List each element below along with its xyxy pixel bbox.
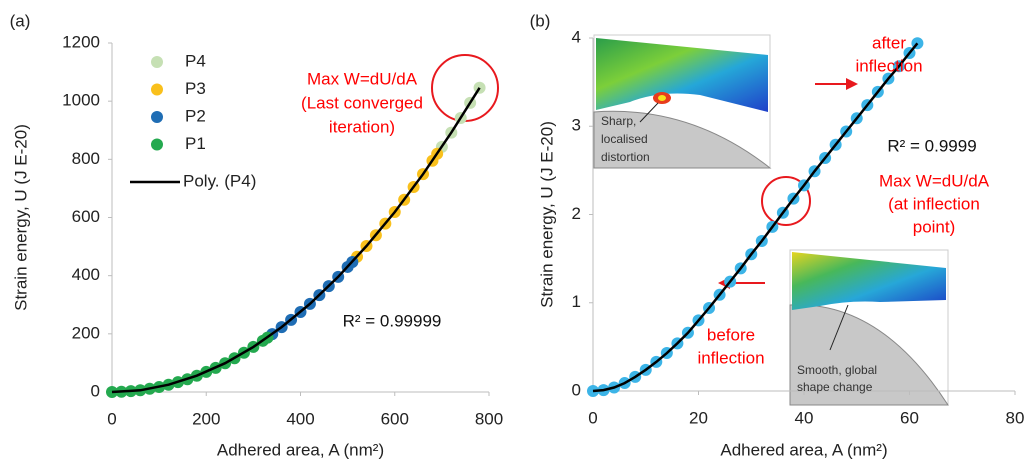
y-axis-title: Strain energy, U (J E-20)	[11, 124, 30, 311]
y-tick-label: 0	[91, 381, 100, 400]
y-tick-label: 3	[572, 116, 581, 135]
annotation: (at inflection	[888, 194, 980, 213]
legend-marker	[151, 111, 163, 123]
fit-line	[111, 87, 481, 394]
arrow-after	[815, 78, 858, 90]
legend-label: P2	[185, 106, 206, 125]
annotation: (Last converged	[301, 93, 423, 112]
annotation: before	[707, 325, 755, 344]
x-tick-label: 20	[689, 408, 708, 427]
annotation: iteration)	[329, 117, 395, 136]
legend-label: P1	[185, 134, 206, 153]
annotation: Sharp,	[601, 114, 636, 128]
y-tick-label: 200	[72, 323, 100, 342]
highlight-circle	[761, 176, 811, 226]
annotation: after	[872, 33, 906, 52]
y-tick-label: 0	[572, 380, 581, 399]
legend-label: P3	[185, 79, 206, 98]
annotation: point)	[913, 217, 956, 236]
y-tick-label: 800	[72, 149, 100, 168]
x-tick-label: 0	[107, 409, 116, 428]
legend-label: P4	[185, 51, 206, 70]
annotation: localised	[601, 132, 648, 146]
annotation: inflection	[697, 348, 764, 367]
inset-top	[593, 34, 772, 169]
legend-label: Poly. (P4)	[183, 171, 256, 190]
y-tick-label: 2	[572, 204, 581, 223]
x-tick-label: 400	[286, 409, 314, 428]
x-axis-title: Adhered area, A (nm²)	[720, 440, 887, 459]
x-tick-label: 800	[475, 409, 503, 428]
panel: 0 200 400 600 800 1000 1200 0 200 400 600 800 Adhere…	[10, 11, 504, 459]
annotation: Smooth, global	[797, 363, 877, 377]
y-tick-label: 1000	[62, 91, 100, 110]
x-tick-label: 600	[381, 409, 409, 428]
panel-label: (b)	[530, 11, 551, 30]
annotation: Max W=dU/dA	[307, 69, 418, 88]
annotation: inflection	[855, 56, 922, 75]
y-tick-label: 600	[72, 207, 100, 226]
panel-label: (a)	[10, 11, 31, 30]
annotation: distortion	[601, 150, 650, 164]
x-tick-label: 40	[795, 408, 814, 427]
y-axis-title: Strain energy, U (J E-20)	[537, 121, 556, 308]
x-tick-label: 0	[588, 408, 597, 427]
x-axis-title: Adhered area, A (nm²)	[217, 440, 384, 459]
y-tick-label: 1200	[62, 32, 100, 51]
fit-line	[592, 42, 919, 393]
x-tick-label: 200	[192, 409, 220, 428]
y-tick-label: 4	[572, 27, 581, 46]
y-tick-label: 1	[572, 292, 581, 311]
legend-marker	[151, 56, 163, 68]
annotation: R² = 0.9999	[887, 136, 976, 155]
annotation: Max W=dU/dA	[879, 171, 990, 190]
annotation: shape change	[797, 380, 873, 394]
x-tick-label: 60	[900, 408, 919, 427]
inset-bottom	[789, 249, 949, 406]
y-tick-label: 400	[72, 265, 100, 284]
x-tick-label: 80	[1006, 408, 1025, 427]
annotation: R² = 0.99999	[343, 311, 442, 330]
legend-marker	[151, 83, 163, 96]
legend-marker	[151, 138, 163, 151]
